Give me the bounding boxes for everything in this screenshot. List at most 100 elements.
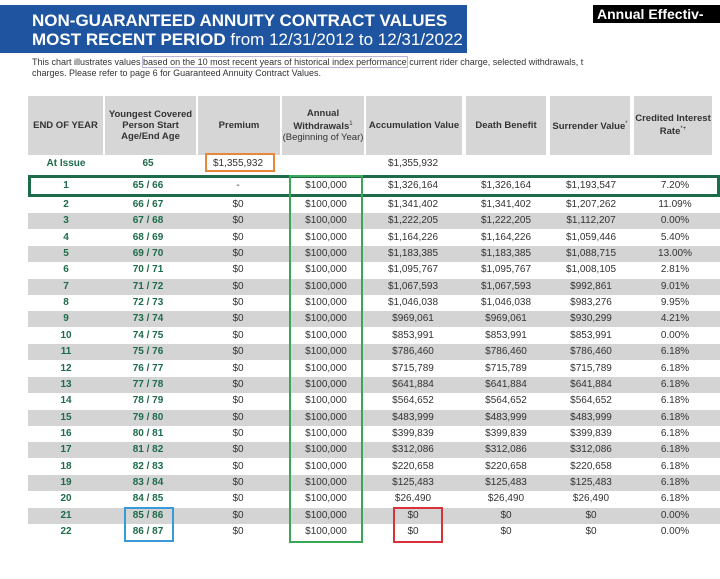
cell-premium: $0: [232, 427, 244, 439]
cell-end-of-year: 22: [60, 526, 72, 537]
cell-credited-interest-rate: 0.00%: [660, 509, 690, 521]
table-row: 2 66 / 67 $0 $100,000 $1,341,402 $1,341,402 $1…: [28, 197, 720, 213]
cell-accumulation-value: $641,884: [392, 378, 434, 390]
cell-annual-withdrawals: $100,000: [305, 264, 347, 276]
cell-age: 69 / 70: [132, 248, 164, 260]
cell-premium: $0: [232, 476, 244, 488]
cell-death-benefit: $1,164,226: [480, 231, 532, 243]
cell-end-of-year: 16: [60, 427, 72, 439]
cell-accumulation-value: $564,652: [392, 395, 434, 407]
cell-age: 82 / 83: [132, 460, 164, 472]
cell-annual-withdrawals: $100,000: [305, 180, 347, 191]
cell-end-of-year: 17: [60, 444, 72, 456]
cell-credited-interest-rate: 13.00%: [658, 248, 692, 260]
header-footnote-mark: *: [625, 120, 628, 127]
cell-age: 75 / 76: [132, 346, 164, 358]
cell-end-of-year: 13: [60, 378, 72, 390]
header-label: Accumulation Value: [368, 120, 460, 131]
cell-death-benefit: $125,483: [485, 476, 527, 488]
cell-annual-withdrawals: $100,000: [305, 362, 347, 374]
cell-premium: $0: [232, 248, 244, 260]
cell-death-benefit: $853,991: [485, 329, 527, 341]
cell-surrender-value: $992,861: [570, 280, 612, 292]
cell-age: 79 / 80: [132, 411, 164, 423]
annual-effective-label: Annual Effectiv-: [593, 5, 720, 23]
cell-accumulation-value: $1,326,164: [387, 180, 439, 191]
cell-surrender-value: $983,276: [570, 297, 612, 309]
cell-age: 65 / 66: [132, 180, 164, 191]
cell-annual-withdrawals: $100,000: [305, 248, 347, 260]
cell-end-of-year: 2: [63, 199, 69, 210]
cell-death-benefit: $1,067,593: [480, 280, 532, 292]
header-footnote-mark: *+: [680, 126, 687, 133]
cell-age: 77 / 78: [132, 378, 164, 390]
cell-premium: $0: [232, 411, 244, 423]
cell-surrender-value: $641,884: [570, 378, 612, 390]
cell-annual-withdrawals: $100,000: [305, 493, 347, 505]
cell-accumulation-value: $1,222,205: [387, 215, 439, 227]
cell-end-of-year: 12: [60, 362, 72, 374]
table-row: 5 69 / 70 $0 $100,000 $1,183,385 $1,183,385 $1…: [28, 246, 720, 263]
cell-credited-interest-rate: 0.00%: [660, 329, 690, 341]
cell-annual-withdrawals: $100,000: [305, 444, 347, 456]
cell-end-of-year: 19: [60, 476, 72, 488]
cell-surrender-value: $564,652: [570, 395, 612, 407]
intro-line2: charges. Please refer to page 6 for Guar…: [32, 68, 322, 78]
cell-annual-withdrawals: $100,000: [305, 329, 347, 341]
title-period-range: from 12/31/2012 to 12/31/2022: [225, 30, 463, 49]
cell-premium: $1,355,932: [212, 158, 264, 169]
cell-age: 83 / 84: [132, 476, 164, 488]
cell-annual-withdrawals: $100,000: [305, 411, 347, 423]
cell-surrender-value: $125,483: [570, 476, 612, 488]
cell-age: 85 / 86: [132, 509, 164, 521]
cell-end-of-year: 3: [63, 215, 69, 227]
cell-death-benefit: $1,046,038: [480, 297, 532, 309]
cell-credited-interest-rate: 6.18%: [660, 411, 690, 423]
table-row: 22 86 / 87 $0 $100,000 $0 $0 $0 0.00%: [28, 524, 720, 540]
header-footnote-mark: 1: [349, 120, 353, 127]
cell-end-of-year: 4: [63, 231, 69, 243]
cell-accumulation-value: $853,991: [392, 329, 434, 341]
cell-credited-interest-rate: 9.01%: [660, 280, 690, 292]
table-row: 16 80 / 81 $0 $100,000 $399,839 $399,839 $399,…: [28, 426, 720, 442]
header-sublabel: (Beginning of Year): [282, 132, 364, 144]
cell-accumulation-value: $483,999: [392, 411, 434, 423]
cell-surrender-value: $312,086: [570, 444, 612, 456]
cell-annual-withdrawals: $100,000: [305, 346, 347, 358]
table-row-at-issue: At Issue 65 $1,355,932 $1,355,932: [28, 156, 720, 172]
header-end-of-year: END OF YEAR: [28, 96, 103, 155]
cell-surrender-value: $1,088,715: [565, 248, 617, 260]
table-row: 12 76 / 77 $0 $100,000 $715,789 $715,789 $715,…: [28, 361, 720, 377]
cell-surrender-value: $483,999: [570, 411, 612, 423]
cell-death-benefit: $220,658: [485, 460, 527, 472]
cell-age: 73 / 74: [132, 313, 164, 325]
cell-annual-withdrawals: $100,000: [305, 199, 347, 210]
cell-accumulation-value: $312,086: [392, 444, 434, 456]
cell-end-of-year: 11: [60, 346, 72, 358]
cell-annual-withdrawals: $100,000: [305, 231, 347, 243]
cell-end-of-year: 10: [60, 329, 72, 341]
header-surrender-value: Surrender Value*: [550, 96, 630, 155]
header-label: Surrender Value: [552, 121, 626, 133]
cell-accumulation-value: $220,658: [392, 460, 434, 472]
cell-end-of-year: 5: [63, 248, 69, 260]
cell-annual-withdrawals: $100,000: [305, 476, 347, 488]
cell-end-of-year: 18: [60, 460, 72, 472]
cell-annual-withdrawals: $100,000: [305, 526, 347, 537]
cell-credited-interest-rate: 0.00%: [660, 215, 690, 227]
cell-accumulation-value: $0: [407, 509, 419, 521]
cell-death-benefit: $483,999: [485, 411, 527, 423]
cell-credited-interest-rate: 6.18%: [660, 346, 690, 358]
table-row: 1 65 / 66 - $100,000 $1,326,164 $1,326,164 $1,…: [28, 178, 720, 194]
cell-surrender-value: $1,193,547: [565, 180, 617, 191]
cell-age: 74 / 75: [132, 329, 164, 341]
cell-death-benefit: $0: [500, 526, 512, 537]
cell-annual-withdrawals: $100,000: [305, 297, 347, 309]
cell-age: 76 / 77: [132, 362, 164, 374]
cell-credited-interest-rate: 6.18%: [660, 476, 690, 488]
cell-age: 65: [142, 158, 154, 169]
row1-highlight-box: [28, 175, 720, 197]
cell-accumulation-value: $969,061: [392, 313, 434, 325]
title-line-1: NON-GUARANTEED ANNUITY CONTRACT VALUES: [32, 11, 448, 30]
cell-premium: $0: [232, 526, 244, 537]
